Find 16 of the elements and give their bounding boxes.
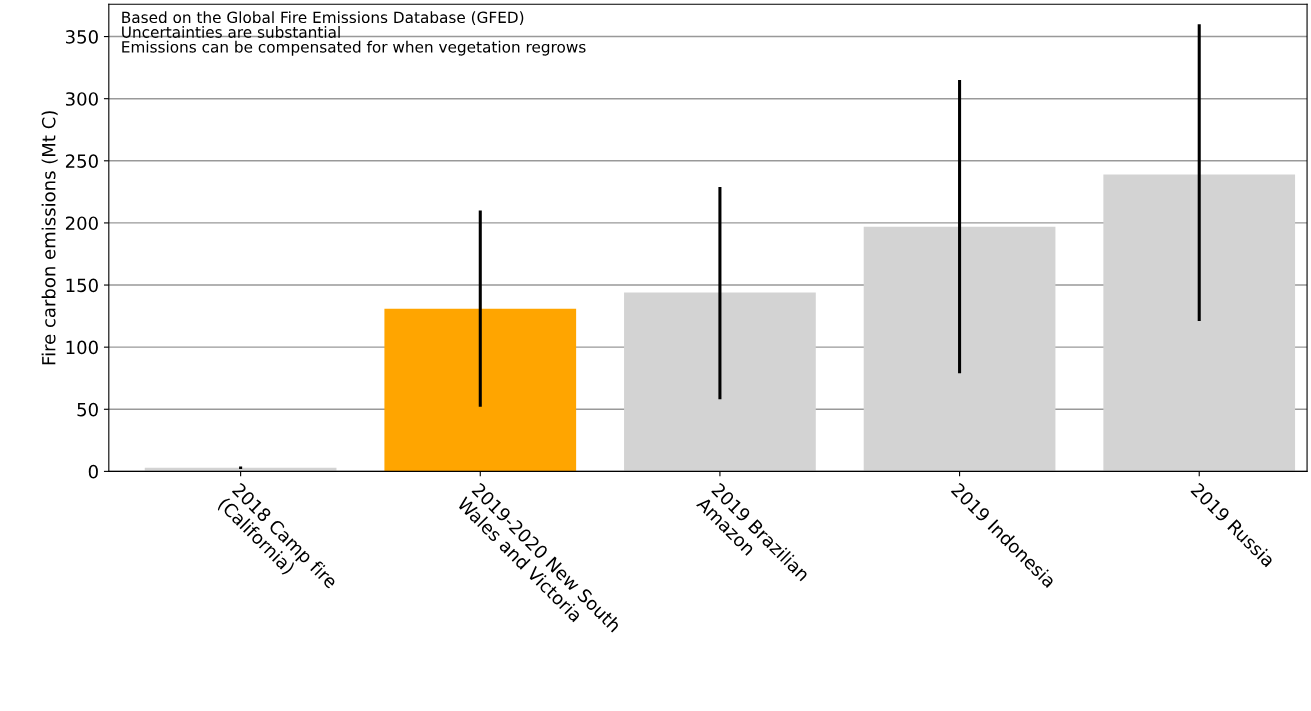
y-tick-label: 50 — [77, 402, 98, 417]
bar — [863, 226, 1056, 472]
annotation: Emissions can be compensated for when vegetation regrows — [122, 40, 586, 56]
bar — [1103, 174, 1296, 472]
bar — [384, 308, 577, 472]
bar — [624, 292, 816, 472]
annotation: Based on the Global Fire Emissions Database (GFED) — [122, 11, 524, 25]
y-tick-label: 200 — [65, 216, 98, 231]
y-axis-title: Fire carbon emissions (Mt C) — [41, 111, 58, 365]
y-tick-label: 150 — [66, 278, 98, 293]
annotation: Uncertainties are substantial — [122, 26, 340, 38]
y-tick-label: 300 — [66, 92, 98, 106]
y-tick-label: 100 — [66, 340, 98, 355]
y-tick-label: 250 — [65, 154, 98, 168]
y-tick-label: 350 — [66, 30, 98, 44]
y-tick-label: 0 — [88, 464, 98, 479]
